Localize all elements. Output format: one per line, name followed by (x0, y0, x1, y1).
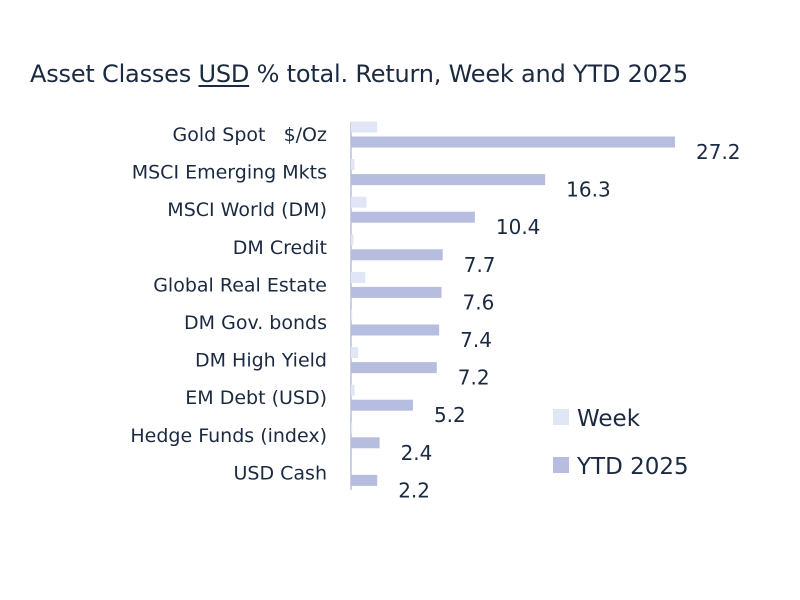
category-label: USD Cash (234, 462, 328, 484)
category-label: MSCI World (DM) (167, 199, 327, 221)
category-label: EM Debt (USD) (185, 387, 327, 409)
category-label: Gold Spot $/Oz (173, 124, 327, 146)
data-label: 7.2 (458, 366, 490, 390)
title-part-usd: USD (198, 60, 250, 88)
legend-label-week: Week (577, 406, 641, 432)
data-label: 2.2 (398, 478, 430, 502)
category-label: DM Gov. bonds (184, 312, 327, 334)
data-label: 7.7 (464, 253, 496, 277)
data-label: 10.4 (496, 215, 541, 239)
category-label: Hedge Funds (index) (130, 425, 327, 447)
data-label: 2.4 (401, 441, 433, 465)
bar-week (351, 159, 355, 171)
data-label: 27.2 (696, 140, 741, 164)
data-label: 7.6 (463, 290, 495, 314)
bar-week (351, 121, 378, 133)
data-label: 5.2 (434, 403, 466, 427)
bar-ytd (351, 174, 546, 186)
bar-week (351, 196, 367, 208)
legend-swatch-week (553, 409, 569, 425)
bar-ytd (351, 324, 440, 336)
bar-ytd (351, 211, 475, 223)
bar-ytd (351, 437, 380, 449)
data-label: 7.4 (460, 328, 492, 352)
bar-ytd (351, 286, 442, 298)
bar-ytd (351, 136, 675, 148)
category-label: MSCI Emerging Mkts (132, 162, 327, 184)
bar-week (351, 309, 353, 321)
bar-ytd (351, 249, 443, 261)
bar-week (351, 384, 355, 396)
title-part-2: % total. Return, Week and YTD 2025 (249, 60, 689, 88)
bar-ytd (351, 474, 378, 486)
bar-ytd (351, 399, 413, 411)
bar-week (351, 234, 354, 246)
title-part-1: Asset Classes (30, 60, 199, 88)
legend-swatch-ytd (553, 457, 569, 473)
bar-week (351, 271, 366, 283)
bar-week (351, 422, 353, 434)
category-label: Global Real Estate (153, 274, 327, 296)
chart-title: Asset Classes USD % total. Return, Week … (30, 60, 688, 88)
category-label: DM High Yield (195, 350, 327, 372)
category-label: DM Credit (233, 237, 327, 259)
data-label: 16.3 (566, 178, 611, 202)
bar-week (351, 347, 359, 359)
bar-ytd (351, 362, 437, 374)
legend-label-ytd: YTD 2025 (576, 454, 689, 480)
